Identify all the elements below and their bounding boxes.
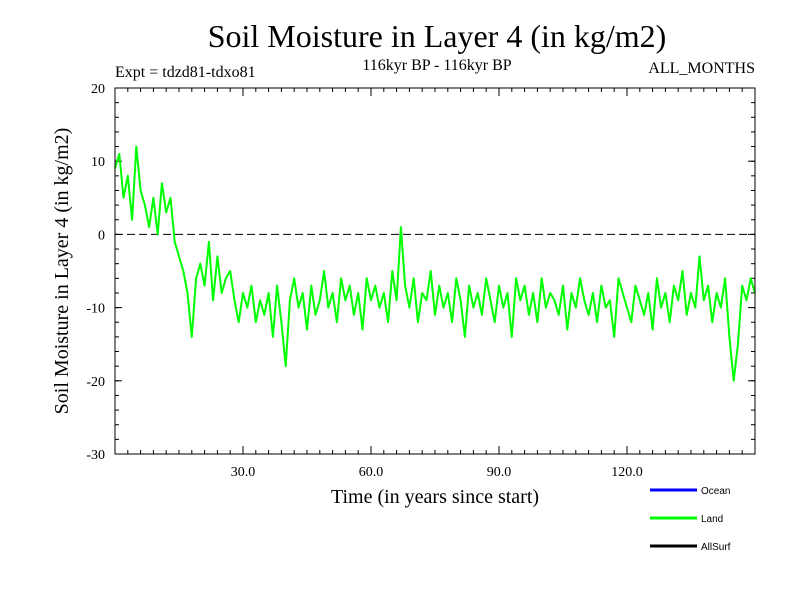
y-tick-label: -20 — [86, 375, 105, 390]
x-tick-label: 90.0 — [487, 465, 512, 480]
y-axis-label: Soil Moisture in Layer 4 (in kg/m2) — [51, 128, 73, 415]
legend-label-ocean: Ocean — [701, 486, 730, 497]
legend: Ocean Land AllSurf — [650, 486, 731, 553]
period-label: ALL_MONTHS — [648, 60, 755, 77]
legend-label-allsurf: AllSurf — [701, 542, 731, 553]
plot-frame — [114, 87, 756, 455]
y-tick-label: 0 — [98, 228, 105, 243]
y-tick-label: 20 — [91, 82, 105, 97]
experiment-label: Expt = tdzd81-tdxo81 — [115, 64, 256, 81]
y-tick-label: 10 — [91, 155, 105, 170]
x-tick-label: 60.0 — [359, 465, 384, 480]
y-tick-label: -30 — [86, 448, 105, 463]
chart-title: Soil Moisture in Layer 4 (in kg/m2) — [208, 18, 667, 54]
y-tick-label: -10 — [86, 302, 105, 317]
x-tick-label: 120.0 — [611, 465, 643, 480]
x-tick-label: 30.0 — [231, 465, 256, 480]
chart-subtitle: 116kyr BP - 116kyr BP — [362, 57, 511, 74]
plot-area: -30 -20 -10 0 10 20 30.0 60.0 90.0 120.0 — [86, 82, 756, 480]
series-line-land — [114, 145, 756, 382]
legend-label-land: Land — [701, 514, 723, 525]
x-axis-label: Time (in years since start) — [331, 486, 539, 508]
